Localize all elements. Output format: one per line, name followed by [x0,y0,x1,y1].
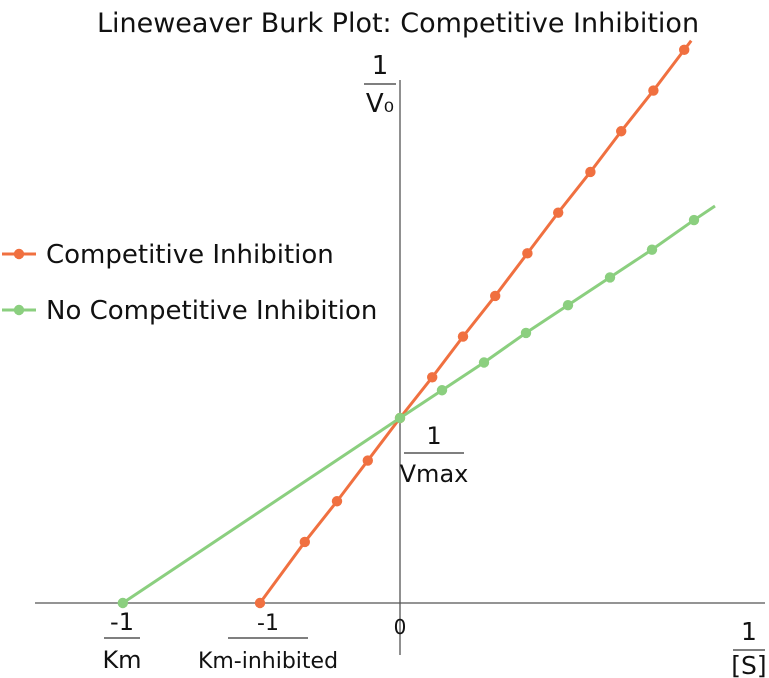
km-inhibited-label: -1 Km-inhibited [198,611,338,674]
y-axis-label-numerator: 1 [372,51,389,81]
km-inhibited-label-denominator: Km-inhibited [198,649,338,674]
origin-label: 0 [394,615,407,639]
km-label: -1 Km [102,608,141,674]
km-inhibited-label-numerator: -1 [257,611,279,636]
data-point [679,44,690,56]
data-point [331,496,343,507]
series-line [121,204,716,605]
legend-label: Competitive Inhibition [46,240,334,270]
legend-swatch-marker [13,304,25,316]
legend-swatch-marker [13,248,25,260]
km-label-denominator: Km [102,646,141,674]
data-point [585,166,596,178]
data-point [616,126,627,137]
series-2 [117,204,716,609]
data-point [478,357,490,368]
vmax-intercept-label: 1 Vmax [400,422,469,488]
axis-labels: 1 V₀ 1 [S] 1 Vmax -1 Km -1 Km-inhibited 0 [102,51,766,678]
data-point [490,290,501,302]
data-point [254,597,266,609]
series-layer [117,39,716,609]
data-point [394,412,406,424]
y-axis-label-denominator: V₀ [366,89,394,119]
legend-label: No Competitive Inhibition [46,296,377,326]
data-point [362,455,373,466]
chart-title: Lineweaver Burk Plot: Competitive Inhibi… [97,8,699,39]
vmax-intercept-label-numerator: 1 [426,422,441,450]
data-point [427,372,438,383]
data-point [646,244,658,255]
x-axis-label-numerator: 1 [741,617,757,646]
data-point [299,536,310,548]
data-point [457,331,469,342]
data-point [117,597,128,609]
km-label-numerator: -1 [110,608,134,636]
data-point [436,385,448,396]
data-point [520,327,532,339]
axes [35,80,765,655]
x-axis-label-denominator: [S] [731,651,766,678]
data-point [553,207,564,218]
data-point [522,248,533,259]
legend-item-2: No Competitive Inhibition [2,296,377,326]
x-axis-label: 1 [S] [731,617,766,678]
y-axis-label: 1 V₀ [364,51,396,119]
data-point [604,272,616,283]
data-point [688,214,700,226]
data-point [562,299,574,311]
data-point [648,85,659,96]
legend-item-1: Competitive Inhibition [2,240,334,270]
legend: Competitive Inhibition No Competitive Inh… [2,240,377,326]
vmax-intercept-label-denominator: Vmax [400,460,469,488]
